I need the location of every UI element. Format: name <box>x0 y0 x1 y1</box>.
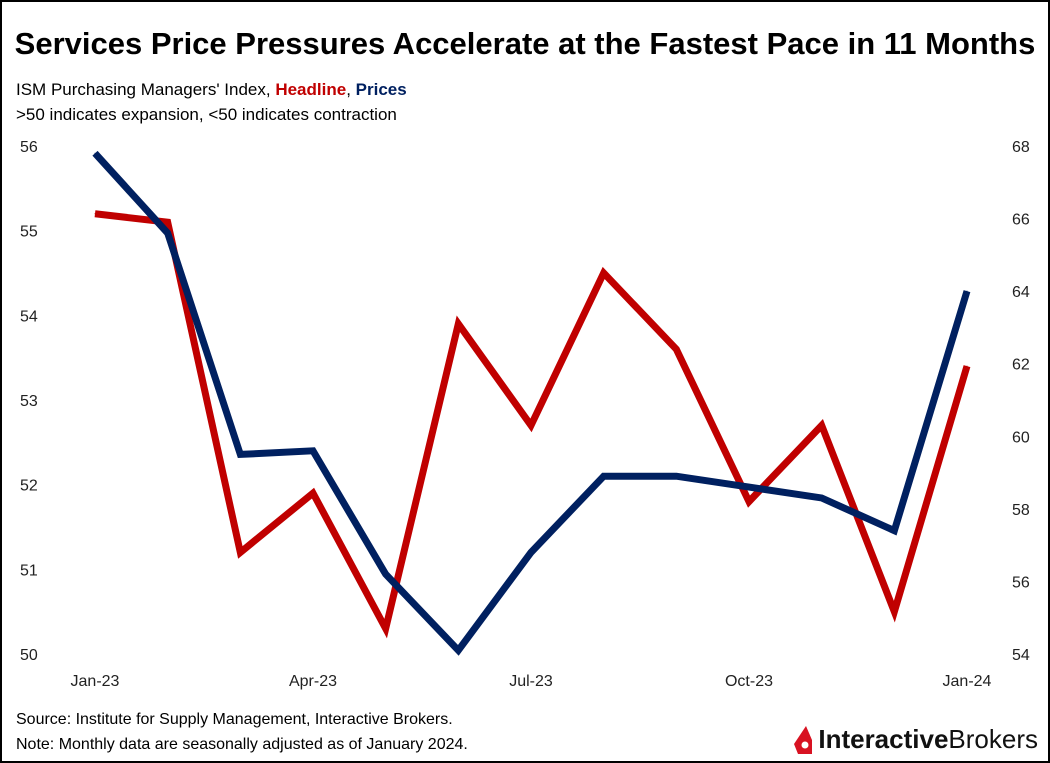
data-point-headline <box>748 501 750 503</box>
data-point-headline <box>893 611 895 613</box>
left-tick-label: 51 <box>20 562 38 579</box>
left-tick-label: 55 <box>20 224 38 241</box>
interactive-brokers-logo: InteractiveBrokers <box>792 724 1038 755</box>
x-tick-label: Jul-23 <box>509 673 553 690</box>
data-point-headline <box>603 272 605 274</box>
left-tick-label: 54 <box>20 308 38 325</box>
right-tick-label: 68 <box>1012 139 1030 156</box>
data-point-prices <box>167 232 169 234</box>
left-tick-label: 50 <box>20 647 38 664</box>
source-note: Source: Institute for Supply Management,… <box>16 711 453 728</box>
data-point-headline <box>167 221 169 223</box>
x-tick-label: Apr-23 <box>289 673 337 690</box>
right-tick-label: 54 <box>1012 647 1030 664</box>
data-point-prices <box>748 486 750 488</box>
subtitle-2: >50 indicates expansion, <50 indicates c… <box>16 105 397 124</box>
subtitle: ISM Purchasing Managers' Index, Headline… <box>16 80 407 100</box>
data-point-prices <box>966 290 968 292</box>
series-label-prices: Prices <box>355 80 407 99</box>
right-tick-label: 58 <box>1012 502 1030 519</box>
logo-text-regular: Brokers <box>948 724 1038 754</box>
data-point-prices <box>94 152 96 154</box>
left-tick-label: 56 <box>20 139 38 156</box>
left-tick-label: 52 <box>20 478 38 495</box>
data-point-prices <box>239 453 241 455</box>
right-tick-label: 62 <box>1012 357 1030 374</box>
data-point-prices <box>675 475 677 477</box>
x-tick-label: Jan-24 <box>943 673 992 690</box>
data-point-prices <box>312 450 314 452</box>
data-point-headline <box>312 492 314 494</box>
data-point-headline <box>94 213 96 215</box>
data-point-prices <box>821 497 823 499</box>
right-tick-label: 66 <box>1012 212 1030 229</box>
left-tick-label: 53 <box>20 393 38 410</box>
series-line-prices <box>92 150 971 656</box>
data-point-headline <box>530 424 532 426</box>
x-tick-label: Jan-23 <box>71 673 120 690</box>
series-label-headline: Headline <box>275 80 347 99</box>
data-point-prices <box>385 573 387 575</box>
right-tick-label: 64 <box>1012 284 1030 301</box>
data-point-headline <box>457 323 459 325</box>
chart-title: Services Price Pressures Accelerate at t… <box>14 26 1036 61</box>
data-point-headline <box>966 365 968 367</box>
data-point-headline <box>675 348 677 350</box>
subtitle-prefix: ISM Purchasing Managers' Index, <box>16 80 276 99</box>
x-tick-label: Oct-23 <box>725 673 773 690</box>
subtitle-sep: , <box>346 80 356 99</box>
ib-flame-icon <box>794 725 813 754</box>
right-tick-label: 56 <box>1012 574 1030 591</box>
data-note: Note: Monthly data are seasonally adjust… <box>16 736 468 753</box>
data-point-headline <box>821 424 823 426</box>
data-point-headline <box>239 551 241 553</box>
data-point-prices <box>457 649 459 651</box>
data-point-headline <box>385 628 387 630</box>
right-tick-label: 60 <box>1012 429 1030 446</box>
data-point-prices <box>530 551 532 553</box>
logo-text-bold: Interactive <box>818 724 949 754</box>
data-point-prices <box>893 530 895 532</box>
data-point-prices <box>603 475 605 477</box>
